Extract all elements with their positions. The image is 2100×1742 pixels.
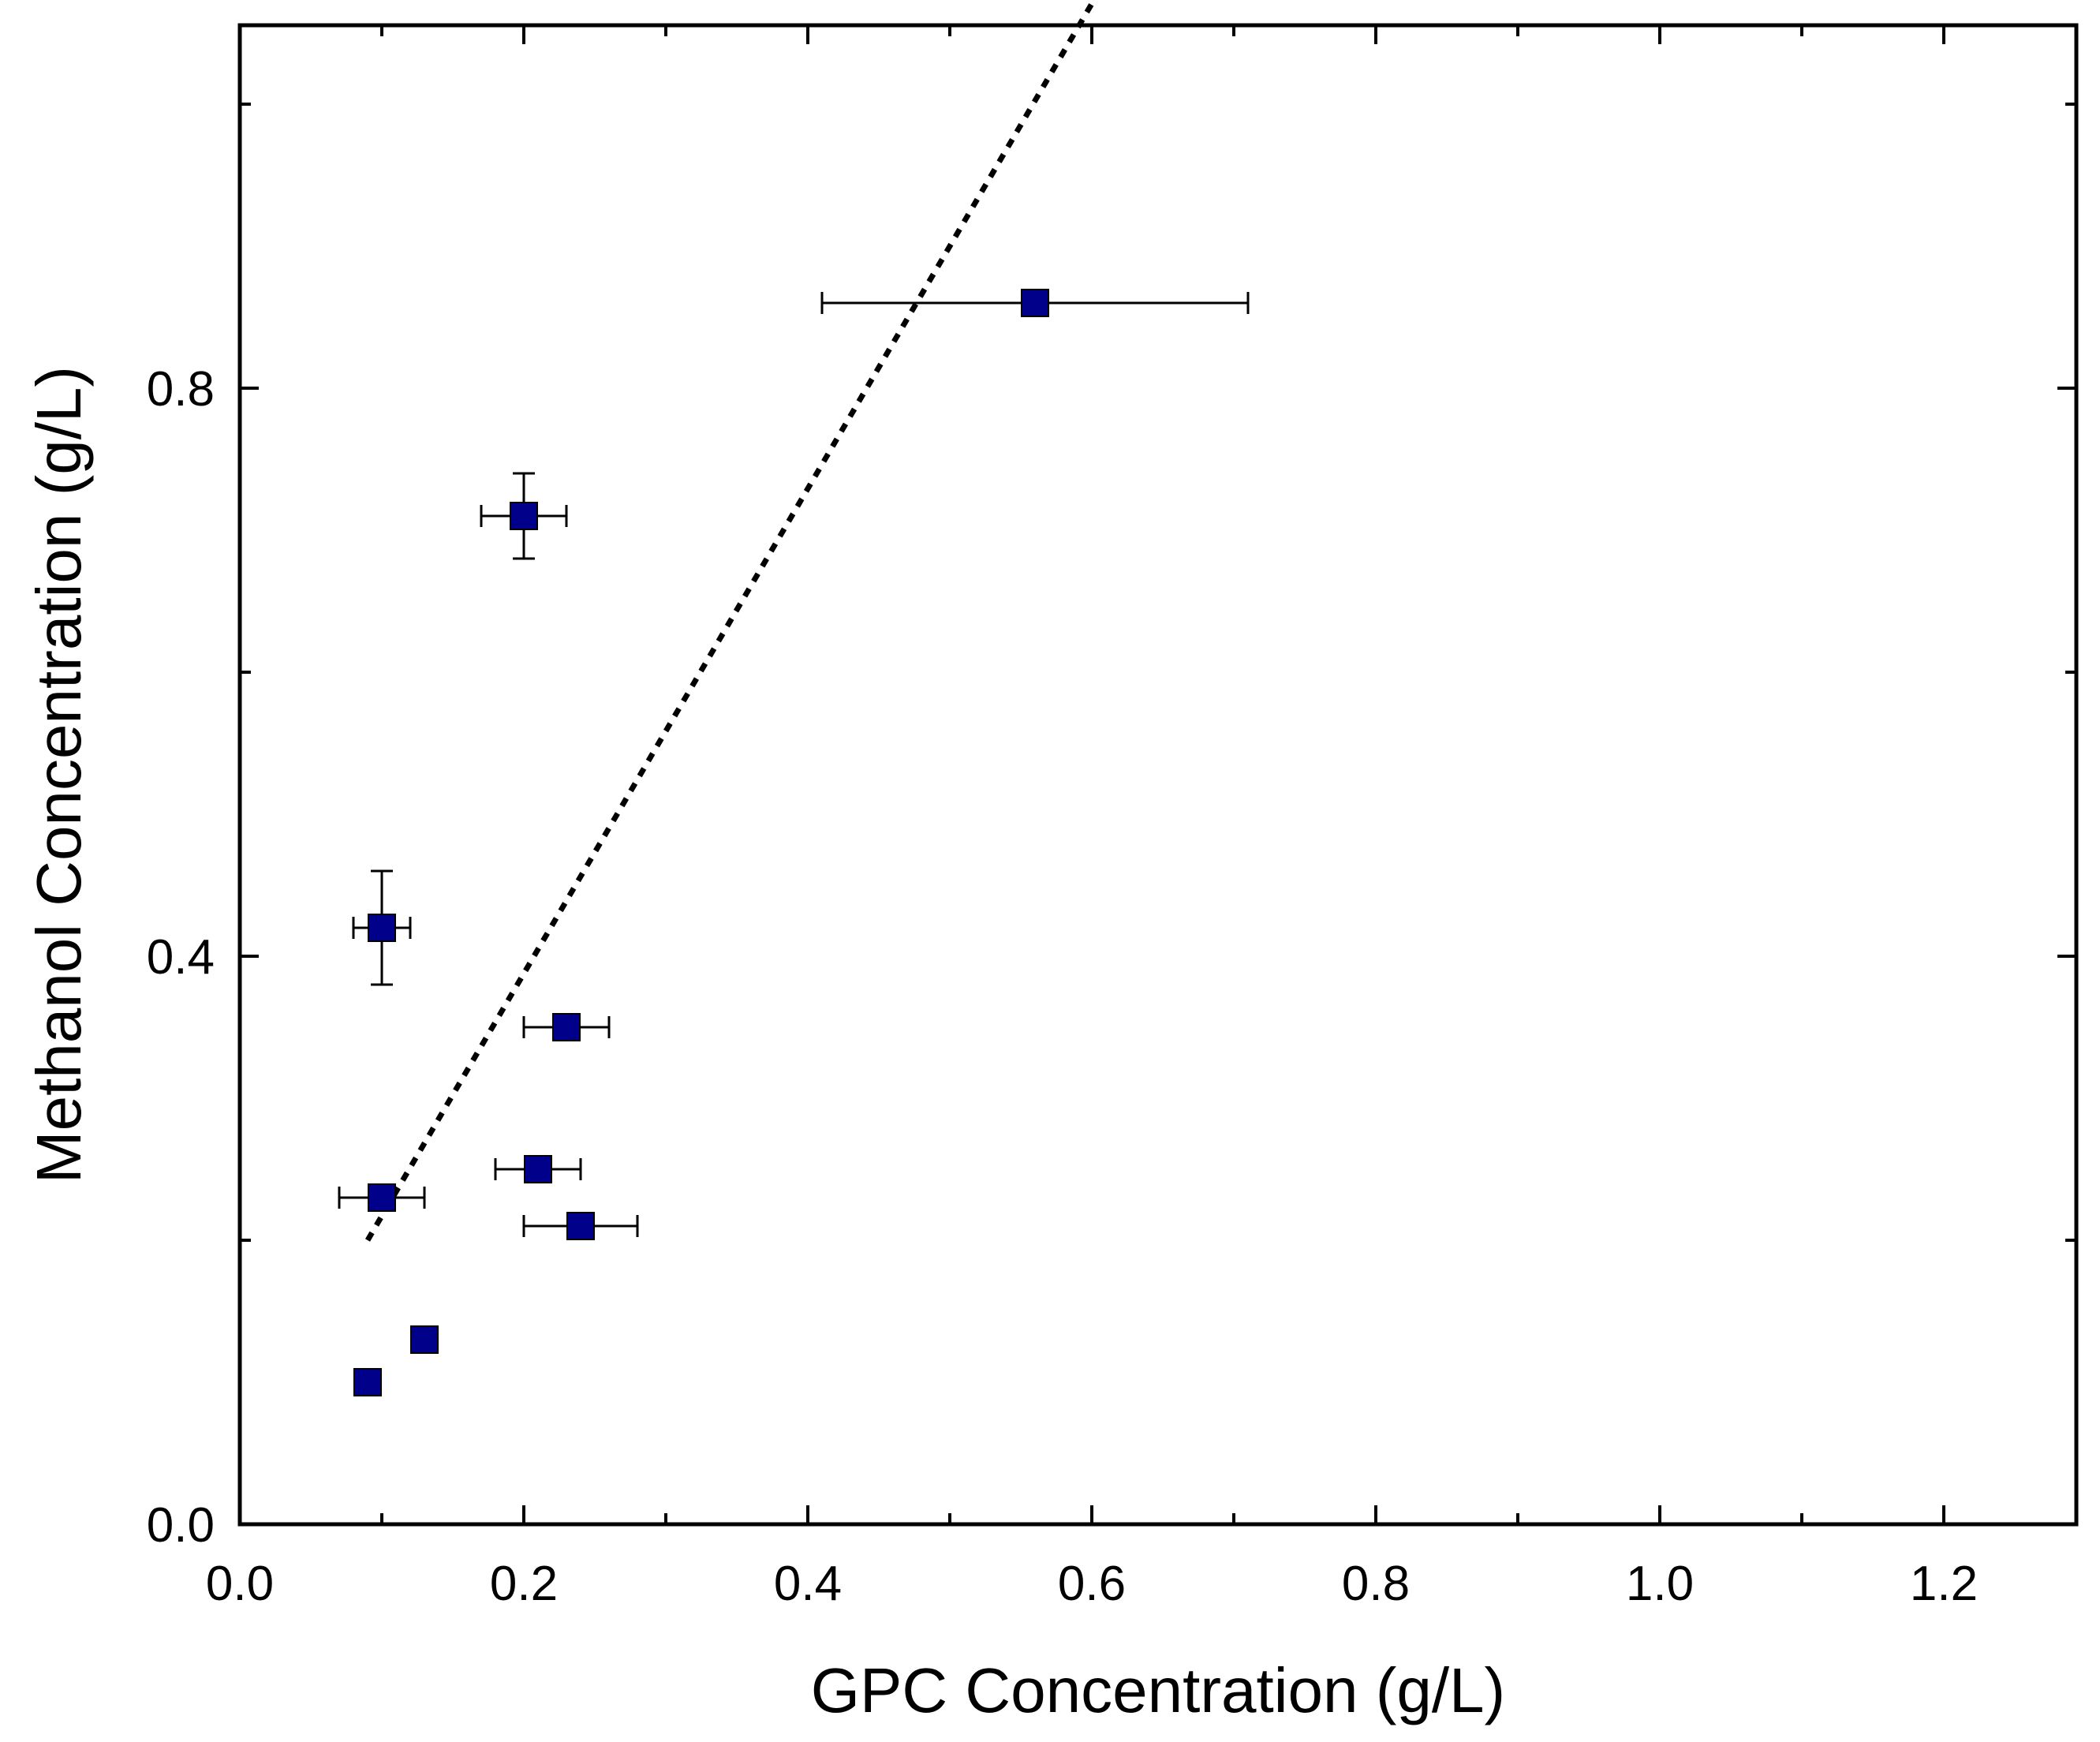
data-point bbox=[524, 1155, 552, 1183]
x-tick-label: 1.0 bbox=[1626, 1557, 1694, 1611]
x-axis-tick-labels: 0.0 0.2 0.4 0.6 0.8 1.0 1.2 bbox=[206, 1557, 1978, 1611]
y-tick-label: 0.0 bbox=[147, 1498, 215, 1553]
x-axis-ticks bbox=[238, 25, 1945, 1524]
data-point bbox=[1021, 289, 1049, 317]
y-axis-ticks bbox=[240, 103, 2076, 1526]
y-tick-label: 0.8 bbox=[147, 362, 215, 417]
plot-frame bbox=[237, 23, 2079, 1527]
data-point bbox=[510, 502, 538, 530]
fit-line-group bbox=[364, 0, 1097, 1242]
y-tick-label: 0.4 bbox=[147, 930, 215, 985]
y-axis-title: Methanol Concentration (g/L) bbox=[24, 366, 94, 1183]
y-axis-tick-labels: 0.00.40.81.21.62.0 bbox=[147, 362, 215, 1553]
data-point bbox=[368, 1183, 396, 1212]
x-axis-title: GPC Concentration (g/L) bbox=[811, 1655, 1505, 1725]
x-tick-label: 0.8 bbox=[1342, 1557, 1410, 1611]
x-tick-label: 1.2 bbox=[1910, 1557, 1978, 1611]
x-tick-label: 0.0 bbox=[206, 1557, 274, 1611]
data-points bbox=[353, 289, 1049, 1396]
data-point bbox=[368, 914, 396, 942]
fit-line bbox=[364, 0, 1097, 1242]
data-point bbox=[353, 1368, 382, 1396]
data-point bbox=[552, 1013, 581, 1041]
data-point bbox=[566, 1212, 595, 1240]
x-tick-label: 0.4 bbox=[774, 1557, 842, 1611]
data-point bbox=[410, 1325, 439, 1354]
x-tick-label: 0.2 bbox=[490, 1557, 558, 1611]
error-bars bbox=[338, 292, 1250, 1237]
x-tick-label: 0.6 bbox=[1058, 1557, 1126, 1611]
